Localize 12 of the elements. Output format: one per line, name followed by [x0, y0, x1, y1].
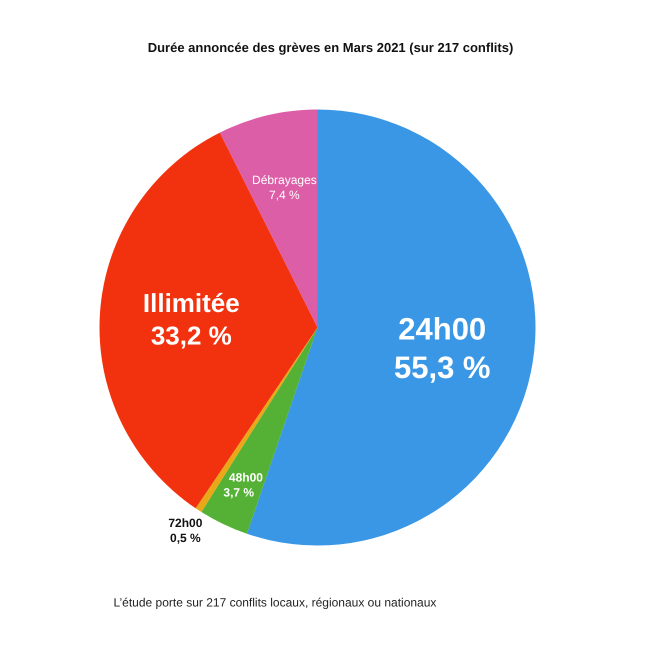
data-label: 55,3 % — [394, 350, 490, 386]
data-label: 7,4 % — [269, 188, 300, 202]
slice-label: 72h00 — [168, 516, 203, 530]
slice-label: 24h00 — [398, 311, 486, 346]
data-label: 33,2 % — [150, 320, 232, 351]
slice-label: 48h00 — [228, 470, 264, 484]
slice-label: Illimitée — [142, 288, 240, 318]
data-label: 0,5 % — [170, 530, 202, 545]
chart-title: Durée annoncée des grèves en Mars 2021 (sur 217 conflits) — [148, 40, 514, 55]
data-label: 3,7 % — [223, 485, 254, 500]
slice-label: Débrayages — [252, 172, 317, 187]
text: L’étude porte sur 217 conflits locaux, régionaux ou nationaux — [114, 596, 436, 610]
